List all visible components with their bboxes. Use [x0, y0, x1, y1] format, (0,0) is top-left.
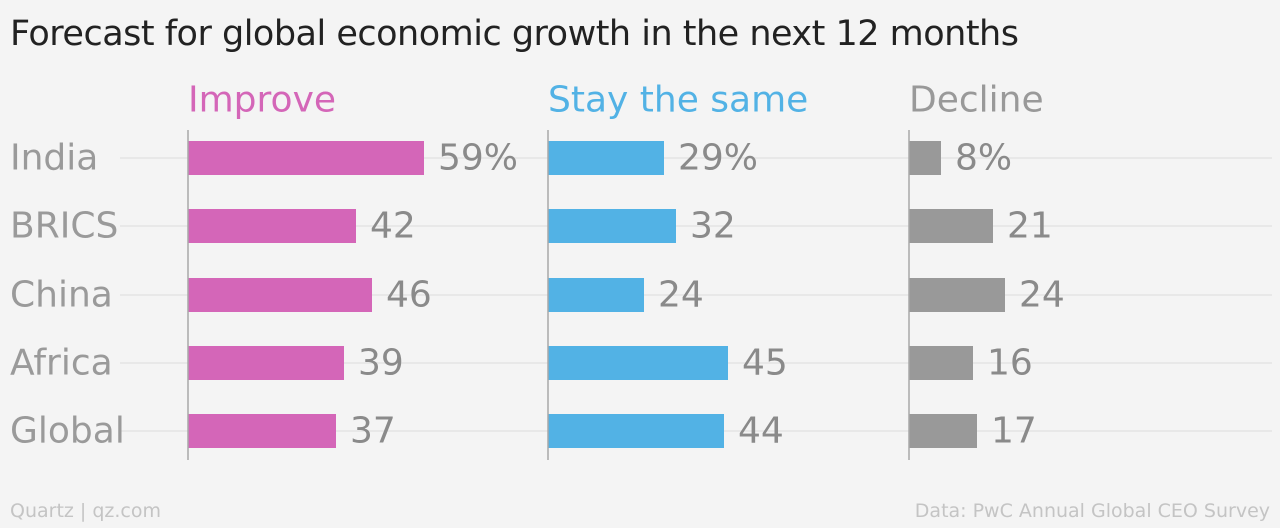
value-label-stay-the-same-brics: 32: [690, 206, 736, 247]
panel-header-stay-the-same: Stay the same: [548, 80, 808, 121]
footer-source-left: Quartz | qz.com: [10, 500, 162, 522]
footer-source-right: Data: PwC Annual Global CEO Survey: [914, 500, 1270, 522]
chart-title: Forecast for global economic growth in t…: [10, 14, 1019, 54]
value-label-stay-the-same-india: 29%: [678, 138, 758, 179]
row-label-brics: BRICS: [10, 206, 118, 247]
row-label-china: China: [10, 275, 113, 316]
value-label-improve-china: 46: [386, 275, 432, 316]
value-label-decline-africa: 16: [987, 343, 1033, 384]
value-label-stay-the-same-china: 24: [658, 275, 704, 316]
bar-decline-india: [909, 141, 941, 175]
bar-stay-the-same-global: [548, 414, 724, 448]
value-label-improve-global: 37: [350, 411, 396, 452]
bar-stay-the-same-africa: [548, 346, 728, 380]
value-label-stay-the-same-africa: 45: [742, 343, 788, 384]
row-label-global: Global: [10, 411, 125, 452]
value-label-decline-global: 17: [991, 411, 1037, 452]
panel-header-improve: Improve: [188, 80, 336, 121]
panel-stay-the-same: Stay the same 29% 32 24 45 44: [547, 80, 808, 460]
bar-stay-the-same-brics: [548, 209, 676, 243]
panel-improve: Improve 59% 42 46 39 37: [187, 80, 518, 460]
panel-header-decline: Decline: [909, 80, 1044, 121]
bar-improve-china: [188, 278, 372, 312]
bar-stay-the-same-india: [548, 141, 664, 175]
row-label-africa: Africa: [10, 343, 113, 384]
bar-stay-the-same-china: [548, 278, 644, 312]
value-label-decline-brics: 21: [1007, 206, 1053, 247]
chart-panels: Improve 59% 42 46 39 37 Stay the same 29% 32 24 45…: [187, 80, 1065, 460]
bar-decline-global: [909, 414, 977, 448]
value-label-improve-brics: 42: [370, 206, 416, 247]
bar-decline-africa: [909, 346, 973, 380]
value-label-stay-the-same-global: 44: [738, 411, 784, 452]
row-label-india: India: [10, 138, 98, 179]
value-label-improve-india: 59%: [438, 138, 518, 179]
bar-decline-brics: [909, 209, 993, 243]
value-label-decline-china: 24: [1019, 275, 1065, 316]
bar-decline-china: [909, 278, 1005, 312]
row-labels: India BRICS China Africa Global: [10, 138, 125, 452]
value-label-decline-india: 8%: [955, 138, 1012, 179]
bar-improve-africa: [188, 346, 344, 380]
bar-improve-brics: [188, 209, 356, 243]
bar-improve-india: [188, 141, 424, 175]
panel-decline: Decline 8% 21 24 16 17: [908, 80, 1065, 460]
value-label-improve-africa: 39: [358, 343, 404, 384]
bar-improve-global: [188, 414, 336, 448]
